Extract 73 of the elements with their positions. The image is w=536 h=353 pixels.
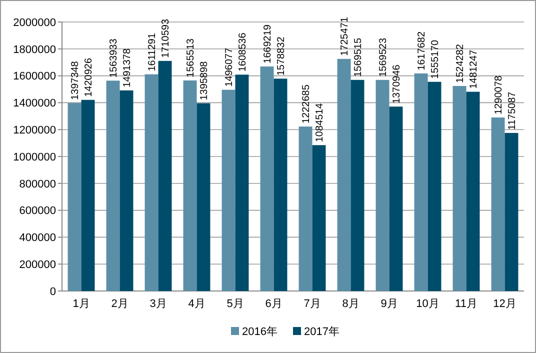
data-label: 1496077 bbox=[224, 47, 236, 87]
bar bbox=[235, 74, 249, 291]
data-label: 1491378 bbox=[122, 48, 133, 88]
bar bbox=[68, 103, 82, 291]
y-tick-label: 600000 bbox=[19, 205, 56, 218]
data-label: 1669219 bbox=[262, 24, 274, 64]
data-label: 1608536 bbox=[237, 32, 248, 72]
bar bbox=[414, 73, 428, 291]
data-label: 1569523 bbox=[378, 38, 390, 77]
x-tick-label: 11月 bbox=[455, 298, 478, 310]
data-label: 1481247 bbox=[468, 49, 480, 89]
y-tick-label: 2000000 bbox=[13, 16, 56, 29]
y-tick-label: 1000000 bbox=[13, 151, 56, 164]
legend-label: 2017年 bbox=[304, 326, 340, 338]
bar bbox=[158, 60, 172, 291]
bar bbox=[312, 145, 326, 291]
x-tick-label: 9月 bbox=[380, 298, 398, 310]
bar bbox=[428, 82, 442, 291]
x-tick-label: 2月 bbox=[111, 298, 128, 310]
y-tick-label: 800000 bbox=[19, 178, 56, 190]
legend-label: 2016年 bbox=[242, 326, 278, 338]
data-label: 1555170 bbox=[430, 39, 441, 79]
bar bbox=[452, 86, 466, 291]
bar bbox=[106, 80, 120, 291]
bar bbox=[274, 78, 288, 291]
bar bbox=[144, 74, 158, 291]
x-tick-label: 4月 bbox=[188, 298, 206, 310]
data-label: 1370946 bbox=[391, 64, 402, 104]
y-tick-label: 0 bbox=[50, 286, 56, 298]
bar bbox=[337, 58, 351, 291]
x-tick-label: 8月 bbox=[342, 298, 360, 310]
data-label: 1175087 bbox=[506, 91, 518, 130]
data-label: 1084514 bbox=[314, 102, 326, 142]
data-label: 1565513 bbox=[186, 38, 197, 78]
x-tick-label: 1月 bbox=[72, 298, 90, 310]
bar bbox=[120, 90, 134, 291]
x-tick-label: 10月 bbox=[416, 298, 440, 310]
data-label: 1569515 bbox=[352, 38, 364, 77]
data-label: 1395898 bbox=[198, 60, 210, 100]
bar bbox=[376, 80, 390, 291]
y-tick-label: 1800000 bbox=[13, 44, 56, 56]
y-tick-label: 1200000 bbox=[13, 124, 56, 136]
data-label: 1524282 bbox=[455, 44, 466, 83]
bar bbox=[183, 80, 197, 291]
bar bbox=[260, 66, 274, 291]
x-tick-label: 7月 bbox=[304, 298, 321, 310]
x-tick-label: 3月 bbox=[150, 298, 167, 310]
bar bbox=[491, 117, 505, 291]
data-label: 1725471 bbox=[340, 16, 351, 56]
bar bbox=[81, 100, 95, 291]
y-tick-label: 400000 bbox=[19, 232, 56, 244]
data-label: 1420926 bbox=[83, 58, 94, 97]
bar bbox=[350, 80, 364, 291]
data-label: 1578832 bbox=[276, 36, 287, 76]
x-tick-label: 5月 bbox=[226, 298, 244, 310]
y-tick-label: 200000 bbox=[19, 258, 56, 271]
bar bbox=[389, 106, 403, 291]
data-label: 1617682 bbox=[416, 31, 428, 70]
data-label: 1563933 bbox=[108, 38, 120, 78]
data-label: 1290078 bbox=[494, 75, 505, 114]
y-tick-label: 1600000 bbox=[13, 70, 56, 83]
bar bbox=[298, 126, 312, 291]
bar bbox=[466, 92, 480, 291]
bar bbox=[222, 90, 236, 291]
x-tick-label: 6月 bbox=[265, 298, 282, 310]
bar bbox=[196, 103, 210, 291]
data-label: 1611291 bbox=[147, 32, 158, 72]
y-tick-label: 1400000 bbox=[13, 98, 56, 110]
bar bbox=[504, 132, 518, 291]
data-label: 1710593 bbox=[160, 18, 172, 58]
data-label: 1222685 bbox=[301, 84, 312, 124]
x-tick-label: 12月 bbox=[493, 298, 516, 310]
data-label: 1397348 bbox=[70, 60, 82, 100]
